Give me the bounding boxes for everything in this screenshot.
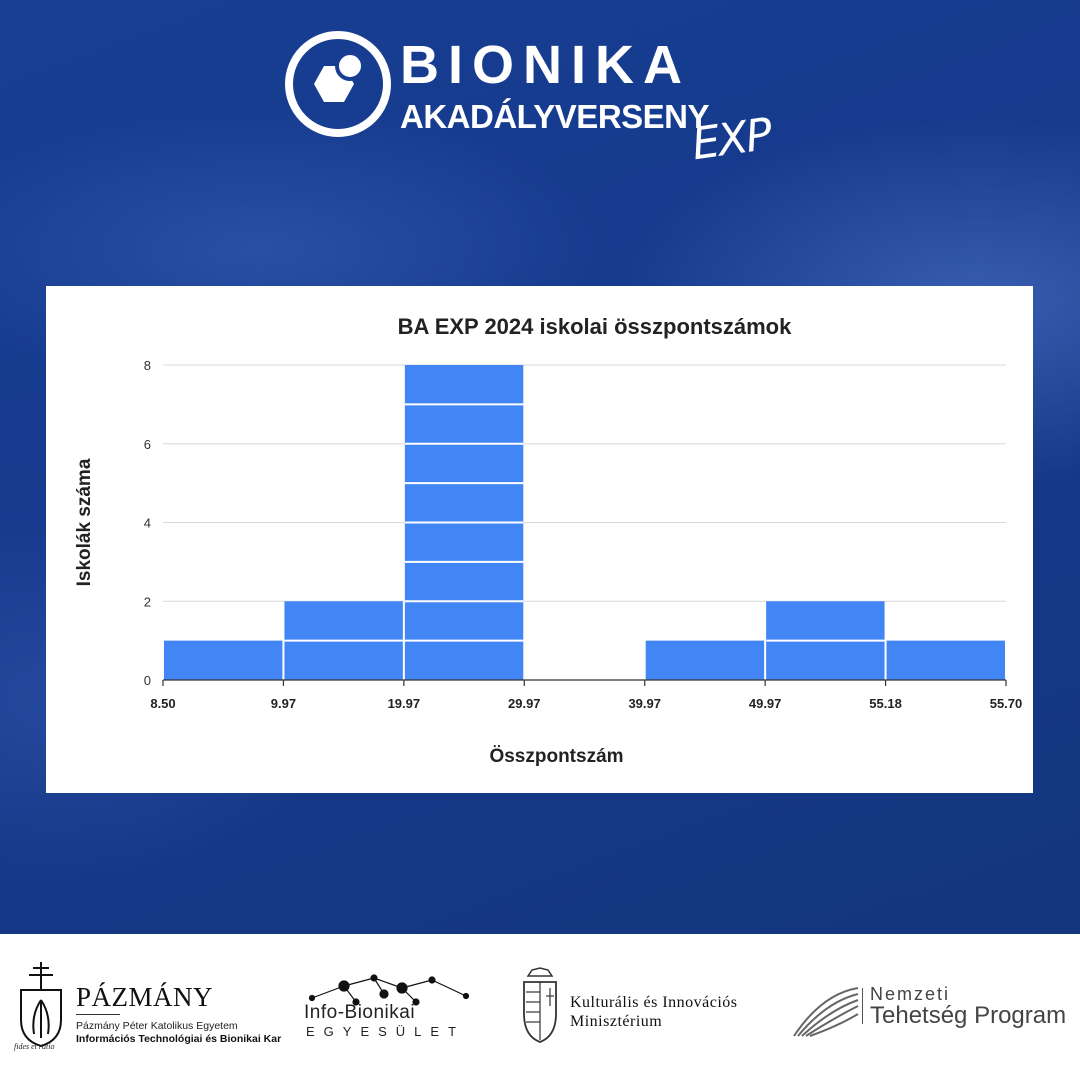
infobionikai-subtitle: EGYESÜLET <box>306 1024 466 1039</box>
x-tick-label-3: 29.97 <box>508 696 541 711</box>
pazmany-title: PÁZMÁNY <box>76 982 214 1012</box>
pazmany-university: Pázmány Péter Katolikus Egyetem <box>76 1020 238 1032</box>
x-tick-label-7: 55.70 <box>990 696 1023 711</box>
x-tick-label-2: 19.97 <box>388 696 421 711</box>
y-tick-label-3: 6 <box>144 437 151 452</box>
infobionikai-name: Info-Bionikai <box>304 1002 416 1023</box>
swoosh-icon <box>793 987 859 1037</box>
y-tick-label-0: 0 <box>144 673 151 688</box>
logo-word-exp: EXP <box>688 108 774 171</box>
bar-0 <box>164 640 283 680</box>
y-tick-label-2: 4 <box>144 516 151 531</box>
bar-6 <box>886 640 1005 680</box>
x-tick-label-4: 39.97 <box>628 696 661 711</box>
x-tick-label-5: 49.97 <box>749 696 782 711</box>
coat-of-arms-icon <box>523 967 557 1043</box>
ntp-line1: Nemzeti <box>870 984 951 1004</box>
network-icon <box>308 974 470 1006</box>
logo-word-akadalyverseny: AKADÁLYVERSENY <box>400 98 710 135</box>
hexagon-circle-icon <box>285 31 391 137</box>
event-logo: BIONIKA AKADÁLYVERSENY EXP <box>282 28 782 171</box>
pazmany-divider <box>76 1014 120 1015</box>
sponsor-footer: PÁZMÁNY Pázmány Péter Katolikus Egyetem … <box>0 934 1080 1080</box>
chart-card: BA EXP 2024 iskolai összpontszámok 0 2 4 6 8 8… <box>46 286 1033 793</box>
histogram-chart: BA EXP 2024 iskolai összpontszámok 0 2 4 6 8 8… <box>74 314 1023 767</box>
x-tick-label-1: 9.97 <box>271 696 296 711</box>
ntp-line2: Tehetség Program <box>870 1002 1067 1029</box>
x-tick-label-6: 55.18 <box>869 696 902 711</box>
hero-background: BIONIKA AKADÁLYVERSENY EXP BA EXP 2024 i… <box>0 0 1080 934</box>
y-tick-label-4: 8 <box>144 358 151 373</box>
crest-icon <box>20 962 62 1048</box>
ntp-divider <box>862 988 863 1024</box>
x-tick-label-0: 8.50 <box>150 696 175 711</box>
logo-word-bionika: BIONIKA <box>400 35 691 95</box>
y-tick-label-1: 2 <box>144 594 151 609</box>
pazmany-motto: fides et ratio <box>14 1042 55 1051</box>
y-axis-label: Iskolák száma <box>74 458 95 586</box>
ministry-line1: Kulturális és Innovációs <box>570 994 738 1011</box>
chart-title: BA EXP 2024 iskolai összpontszámok <box>398 314 792 339</box>
bar-4 <box>645 640 765 680</box>
pazmany-faculty: Információs Technológiai és Bionikai Kar <box>76 1033 282 1045</box>
x-axis-label: Összpontszám <box>489 746 623 767</box>
ministry-line2: Minisztérium <box>570 1013 663 1030</box>
